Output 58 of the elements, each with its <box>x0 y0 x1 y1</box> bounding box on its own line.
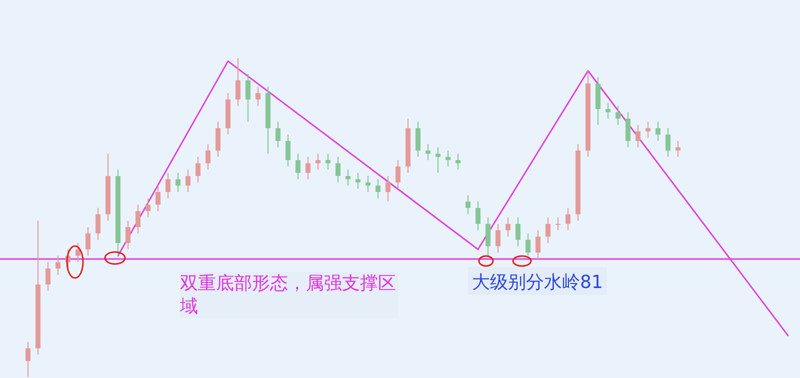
candlestick <box>316 153 320 170</box>
candlestick <box>506 217 510 238</box>
ref-line-label: 大级别分水岭81 <box>472 272 603 293</box>
candlestick <box>216 121 220 158</box>
candlestick <box>46 262 50 292</box>
candlestick <box>356 172 360 190</box>
candlestick <box>96 207 100 240</box>
candlestick <box>236 58 240 106</box>
candlestick <box>426 144 430 161</box>
candlestick <box>456 153 460 170</box>
candlestick <box>556 217 560 231</box>
candlestick <box>546 217 550 244</box>
candlestick <box>326 153 330 170</box>
candlestick <box>666 128 670 158</box>
candlestick <box>176 172 180 192</box>
candlestick <box>56 255 60 276</box>
candlestick <box>476 201 480 231</box>
candlestick <box>636 124 640 148</box>
candlestick <box>526 232 530 256</box>
candlestick <box>246 73 250 122</box>
candlestick <box>136 204 140 234</box>
candlestick <box>466 194 470 215</box>
candlestick <box>346 169 350 186</box>
candlestick <box>676 140 680 158</box>
candlestick <box>156 185 160 212</box>
candlestick <box>166 172 170 199</box>
candlestick <box>626 112 630 148</box>
candlestick <box>296 153 300 180</box>
candlestick <box>126 220 130 250</box>
annotation: 双重底部形态，属强支撑区域 <box>180 272 398 318</box>
candlestick <box>566 207 570 231</box>
candlestick <box>86 226 90 256</box>
candlestick <box>76 242 80 263</box>
candlestick <box>256 86 260 106</box>
candlestick <box>656 121 660 142</box>
candlestick <box>206 144 210 170</box>
candlestick <box>306 156 310 180</box>
candlestick <box>536 230 540 260</box>
candlestick <box>516 217 520 247</box>
candlestick <box>186 169 190 192</box>
candlestick <box>386 176 390 202</box>
candlestick <box>496 223 500 254</box>
candlestick <box>486 217 490 256</box>
candlestick <box>606 102 610 120</box>
candlestick <box>376 178 380 199</box>
candlestick <box>416 121 420 158</box>
candlestick <box>446 150 450 167</box>
candlestick <box>616 105 620 126</box>
candlestick <box>26 341 30 378</box>
candlestick <box>286 134 290 167</box>
candlestick <box>646 121 650 138</box>
candlestick <box>146 198 150 218</box>
candlestick <box>366 176 370 192</box>
candlestick <box>276 121 280 148</box>
candlestick <box>336 156 340 183</box>
candlestick <box>396 160 400 190</box>
candlestick <box>436 146 440 174</box>
candlestick <box>196 156 200 183</box>
